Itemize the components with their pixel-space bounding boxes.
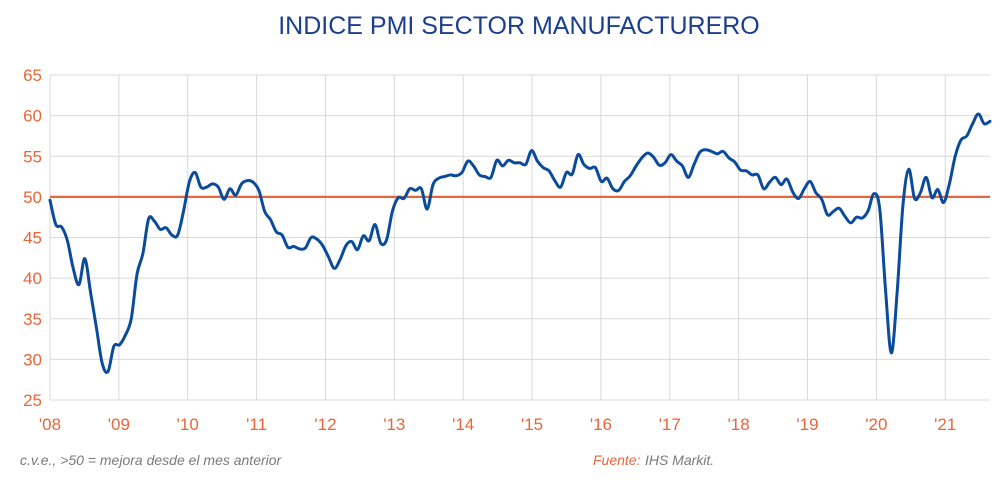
x-tick-label-2011: '11 bbox=[246, 415, 267, 434]
series-group bbox=[48, 112, 992, 375]
y-tick-label-30: 30 bbox=[23, 350, 42, 369]
x-tick-label-2019: '19 bbox=[796, 415, 818, 434]
x-axis-ticks: '08 '09 '10 '11 '12 '13 '14 '15 '16 '17 '18 '19 '20 '… bbox=[39, 415, 956, 434]
x-tick-label-2014: '14 bbox=[452, 415, 474, 434]
x-tick-label-2015: '15 bbox=[521, 415, 543, 434]
chart-title: INDICE PMI SECTOR MANUFACTURERO bbox=[278, 12, 760, 40]
y-tick-label-25: 25 bbox=[23, 391, 42, 410]
x-tick-label-2009: '09 bbox=[108, 415, 130, 434]
source-value: IHS Markit. bbox=[645, 452, 714, 468]
x-tick-label-2016: '16 bbox=[590, 415, 612, 434]
x-tick-label-2012: '12 bbox=[314, 415, 336, 434]
x-tick-label-2010: '10 bbox=[177, 415, 199, 434]
y-tick-label-65: 65 bbox=[23, 66, 42, 85]
y-axis-ticks: 25 30 35 40 45 50 55 60 65 bbox=[23, 66, 42, 410]
x-tick-label-2020: '20 bbox=[865, 415, 887, 434]
grid-lines bbox=[49, 74, 990, 401]
y-tick-label-55: 55 bbox=[23, 147, 42, 166]
x-tick-label-2008: '08 bbox=[39, 415, 61, 434]
footer-note: c.v.e., >50 = mejora desde el mes anteri… bbox=[20, 452, 283, 468]
x-tick-label-2021: '21 bbox=[934, 415, 956, 434]
source-label: Fuente: bbox=[593, 452, 641, 468]
x-tick-label-2013: '13 bbox=[383, 415, 405, 434]
x-tick-label-2018: '18 bbox=[728, 415, 750, 434]
source-line: Fuente: IHS Markit. bbox=[593, 452, 714, 469]
y-tick-label-60: 60 bbox=[23, 107, 42, 126]
series-line-0 bbox=[48, 112, 992, 375]
y-tick-label-35: 35 bbox=[23, 310, 42, 329]
y-tick-label-45: 45 bbox=[23, 229, 42, 248]
x-tick-label-2017: '17 bbox=[659, 415, 681, 434]
y-tick-label-40: 40 bbox=[23, 269, 42, 288]
y-tick-label-50: 50 bbox=[23, 188, 42, 207]
